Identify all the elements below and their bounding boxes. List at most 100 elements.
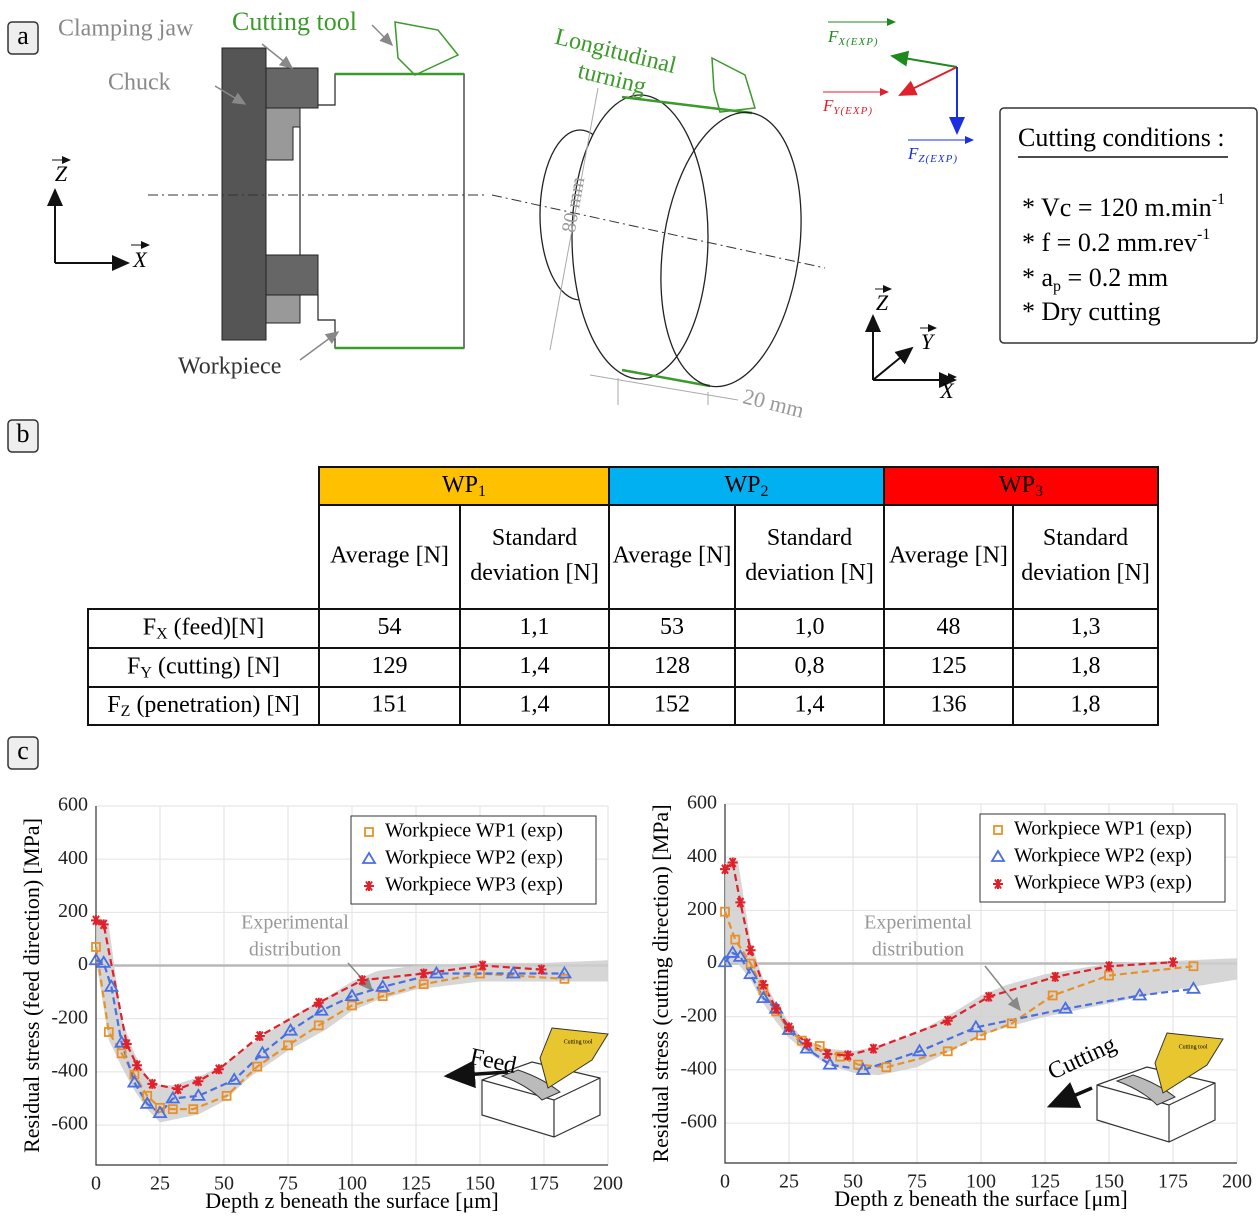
marker <box>822 1056 838 1070</box>
marker <box>1104 970 1114 981</box>
cylinder <box>709 112 802 388</box>
panel-label: a <box>17 21 29 50</box>
text-sub: 2 <box>761 483 769 500</box>
series-line <box>95 959 565 1115</box>
marker <box>735 897 746 908</box>
direction-arrow <box>443 1060 509 1089</box>
table-cell <box>734 504 885 610</box>
legend-box <box>979 813 1226 903</box>
marker <box>1050 971 1061 982</box>
marker <box>717 954 733 968</box>
marker <box>361 851 377 864</box>
marker <box>418 968 429 979</box>
marker <box>103 979 119 992</box>
marker <box>968 1019 984 1033</box>
marker <box>313 1020 324 1031</box>
text-sub: X <box>156 625 168 642</box>
table-value: 1,0 <box>795 614 825 640</box>
marker <box>377 991 388 1002</box>
text-main: F <box>127 653 140 679</box>
marker <box>725 945 741 958</box>
inset-tool-label: Cutting tool <box>564 1039 593 1045</box>
y-tick-label: -200 <box>51 1006 88 1028</box>
force-subscript: Y(EXP) <box>833 105 873 117</box>
marker <box>147 1078 158 1089</box>
text-main: WP <box>999 472 1035 498</box>
dimension-line <box>549 87 599 351</box>
marker <box>758 979 769 990</box>
marker <box>418 979 429 990</box>
x-tick-label: 75 <box>907 1171 927 1193</box>
marker <box>221 1090 232 1101</box>
legend-label: Workpiece WP1 (exp) <box>1014 818 1192 840</box>
x-tick-label: 125 <box>1030 1171 1060 1193</box>
y-tick-label: 600 <box>58 794 88 816</box>
condition-text: * Vc = 120 m.min <box>1022 193 1212 222</box>
marker <box>835 1051 846 1062</box>
marker <box>254 1045 270 1059</box>
cell-text: FX (feed)[N] <box>143 614 265 642</box>
marker <box>96 955 112 968</box>
cylinder <box>571 94 709 380</box>
direction-arrow <box>1046 1082 1093 1108</box>
x-tick-label: 175 <box>529 1173 559 1195</box>
marker <box>88 952 104 966</box>
x-tick-label: 0 <box>720 1171 730 1193</box>
marker <box>1047 990 1058 1001</box>
y-tick-label: -400 <box>51 1060 88 1082</box>
x-axis-label: Depth z beneath the surface [μm] <box>834 1186 1127 1211</box>
marker <box>283 1040 293 1051</box>
legend-label: Workpiece WP3 (exp) <box>1014 872 1192 894</box>
x-tick-label: 125 <box>401 1173 431 1195</box>
series-line <box>724 951 1194 1072</box>
table-value: 48 <box>937 614 961 640</box>
inset: Cutting tool <box>1096 1032 1224 1143</box>
y-tick-label: -200 <box>680 1004 717 1026</box>
marker <box>556 965 573 979</box>
panel-label-box <box>7 21 39 55</box>
y-tick-label: 200 <box>58 900 88 922</box>
inset-groove <box>1115 1074 1176 1106</box>
table-cell <box>459 608 610 649</box>
marker <box>842 1050 853 1061</box>
x-tick-label: 100 <box>337 1173 367 1195</box>
column-header: Standard <box>1043 525 1128 551</box>
axis-label: X <box>939 378 955 403</box>
table-cell <box>883 466 1159 506</box>
table-value: 151 <box>372 692 408 718</box>
table-cell <box>459 504 610 610</box>
force-symbol: F <box>822 96 834 115</box>
marker <box>993 825 1003 835</box>
x-tick-label: 150 <box>465 1173 495 1195</box>
marker <box>855 1062 871 1075</box>
y-tick-label: -400 <box>680 1058 717 1080</box>
cell-text: WP3 <box>999 472 1043 500</box>
marker <box>1188 961 1199 972</box>
marker <box>357 975 368 986</box>
marker <box>822 1048 833 1060</box>
x-tick-label: 150 <box>1094 1171 1124 1193</box>
marker <box>720 906 730 917</box>
marker <box>282 1022 299 1036</box>
marker <box>165 1090 181 1104</box>
text-main: F <box>143 614 156 640</box>
table-value: 1,1 <box>520 614 550 640</box>
table-value: 1,8 <box>1071 692 1101 718</box>
table-value: 54 <box>378 614 402 640</box>
x-tick-label: 200 <box>593 1173 623 1195</box>
panel-label: b <box>17 419 30 448</box>
inset-tool <box>539 1027 609 1089</box>
y-axis-label: Residual stress (feed direction) [MPa] <box>19 818 44 1153</box>
series-line <box>724 860 1174 1057</box>
marker <box>129 1069 140 1080</box>
table-value: 129 <box>372 653 408 679</box>
force-subscript: X(EXP) <box>837 36 878 48</box>
axis-label: Z <box>876 290 889 315</box>
panel-label: c <box>17 736 29 765</box>
table-cell <box>318 504 461 610</box>
legend-label: Workpiece WP2 (exp) <box>385 847 563 869</box>
x-tick-label: 50 <box>214 1173 234 1195</box>
conditions-box <box>999 107 1258 344</box>
y-tick-label: 0 <box>78 953 88 975</box>
marker <box>188 1104 199 1115</box>
